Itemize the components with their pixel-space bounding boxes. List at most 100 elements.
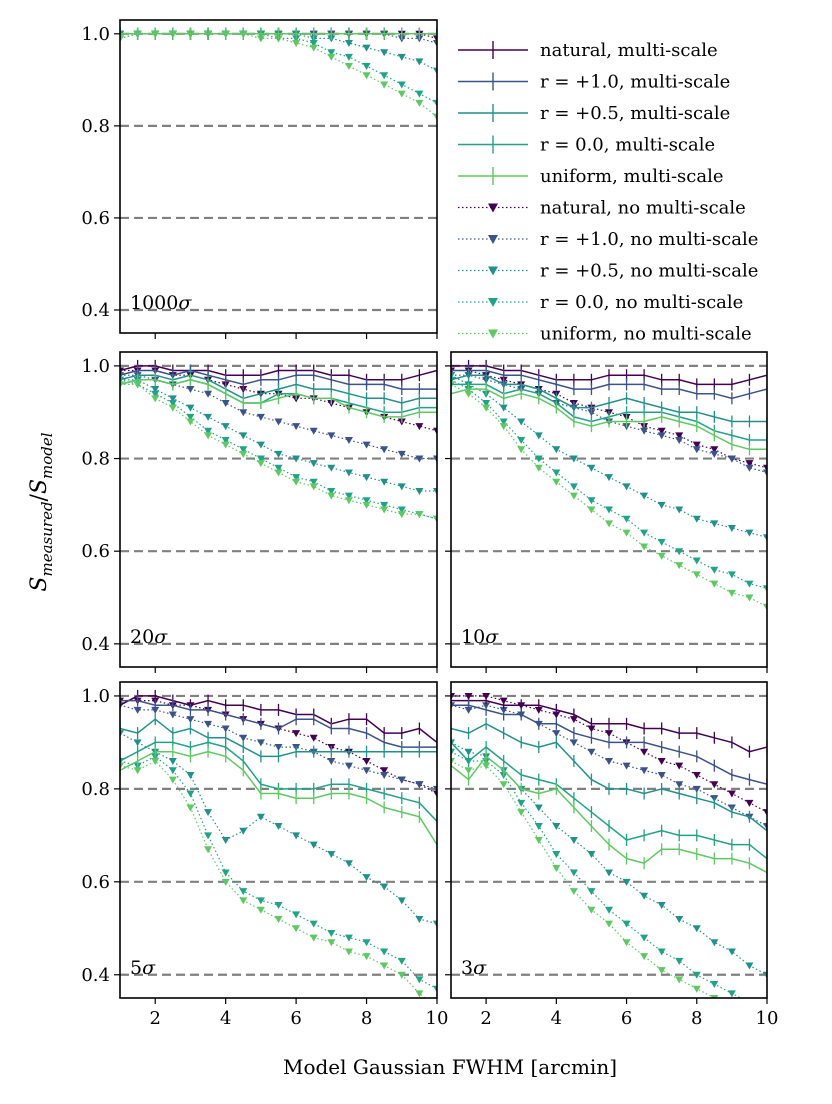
data-point-marker <box>745 962 754 970</box>
data-point-marker <box>415 487 424 495</box>
data-point-marker <box>622 515 631 523</box>
data-point-marker <box>499 404 508 412</box>
data-point-marker <box>120 730 124 738</box>
data-point-marker <box>657 427 666 435</box>
series-uniform-multiscale <box>451 383 767 456</box>
data-point-marker <box>763 534 767 542</box>
legend-label: uniform, no multi-scale <box>540 324 752 345</box>
data-point-marker <box>517 446 526 454</box>
legend-item-r-0-5-no-multi-scale: r = +0.5, no multi-scale <box>458 261 758 282</box>
panel-4-plot-area <box>120 689 437 998</box>
data-point-marker <box>605 730 613 738</box>
panel-1-frame <box>119 19 438 334</box>
data-point-marker <box>587 464 596 472</box>
data-point-marker <box>710 566 719 574</box>
data-point-marker <box>692 557 701 565</box>
data-point-marker <box>569 483 578 491</box>
panel-4-frame <box>119 681 438 999</box>
data-point-marker <box>517 418 526 426</box>
data-point-marker <box>380 478 389 486</box>
data-point-marker <box>640 892 649 900</box>
data-point-marker <box>380 81 389 89</box>
data-point-marker <box>727 948 736 956</box>
data-point-marker <box>204 427 213 435</box>
series-uniform-multiscale <box>120 27 437 40</box>
data-point-marker <box>239 897 248 905</box>
data-point-marker <box>552 823 561 831</box>
legend-swatch-marker <box>488 203 498 213</box>
legend-swatch-marker <box>488 329 498 339</box>
data-point-marker <box>640 543 649 551</box>
data-point-marker <box>344 492 353 500</box>
data-point-marker <box>204 809 213 817</box>
data-point-marker <box>221 437 230 445</box>
data-point-marker <box>256 441 265 449</box>
data-point-marker <box>344 63 353 71</box>
data-point-marker <box>517 799 526 807</box>
data-point-marker <box>622 762 631 770</box>
data-point-marker <box>204 832 213 840</box>
x-tick-label: 2 <box>149 1008 160 1029</box>
series-r_plus_05-multiscale <box>451 717 767 837</box>
data-point-marker <box>380 948 389 956</box>
data-point-marker <box>727 790 736 798</box>
data-point-marker <box>657 538 666 546</box>
data-point-marker <box>309 483 318 491</box>
data-point-marker <box>380 962 389 970</box>
data-point-marker <box>517 809 526 817</box>
data-point-marker <box>256 813 265 821</box>
y-tick-label: 0.8 <box>81 116 110 137</box>
data-point-marker <box>380 771 389 779</box>
data-point-marker <box>451 739 455 747</box>
data-point-marker <box>274 418 283 426</box>
data-point-marker <box>256 739 265 747</box>
data-point-marker <box>362 44 371 52</box>
data-point-marker <box>727 990 736 998</box>
data-point-marker <box>362 939 371 947</box>
data-point-marker <box>274 469 283 477</box>
legend-swatch-marker <box>488 266 498 276</box>
data-point-marker <box>710 450 719 458</box>
data-point-marker <box>380 501 389 509</box>
series-line <box>451 755 767 874</box>
data-point-marker <box>605 758 613 765</box>
data-point-marker <box>239 827 248 835</box>
data-point-marker <box>622 920 631 928</box>
data-point-marker <box>256 455 265 463</box>
y-tick-label: 0.8 <box>81 449 110 470</box>
series-r_plus_1-no-multiscale <box>120 372 437 463</box>
data-point-marker <box>657 432 666 440</box>
panel-label: 3σ <box>461 957 487 979</box>
data-point-marker <box>397 897 406 905</box>
series-uniform-no-multiscale <box>120 381 437 523</box>
data-point-marker <box>728 1004 736 1011</box>
data-point-marker <box>451 748 455 756</box>
data-point-marker <box>327 850 336 858</box>
data-point-marker <box>587 850 596 858</box>
data-point-marker <box>292 474 301 482</box>
data-point-marker <box>640 953 649 961</box>
data-point-marker <box>344 469 353 477</box>
data-point-marker <box>534 455 543 463</box>
data-point-marker <box>727 455 736 463</box>
legend-label: natural, multi-scale <box>540 40 718 61</box>
data-point-marker <box>362 767 371 775</box>
y-tick-label: 0.6 <box>81 541 110 562</box>
data-point-marker <box>499 418 508 426</box>
y-axis-label-slash: / <box>27 493 52 501</box>
data-point-marker <box>292 40 301 48</box>
legend-label: uniform, multi-scale <box>540 166 724 187</box>
data-point-marker <box>397 90 406 98</box>
data-point-marker <box>362 474 371 482</box>
data-point-marker <box>464 767 473 775</box>
data-point-marker <box>133 767 142 775</box>
data-point-marker <box>415 976 424 984</box>
data-point-marker <box>221 441 230 449</box>
data-point-marker <box>256 413 265 421</box>
data-point-marker <box>274 450 283 458</box>
data-point-marker <box>239 432 248 440</box>
series-natural-multiscale <box>120 689 437 749</box>
panel-label: 20σ <box>130 626 168 648</box>
data-point-marker <box>415 99 424 107</box>
data-point-marker <box>763 469 767 477</box>
